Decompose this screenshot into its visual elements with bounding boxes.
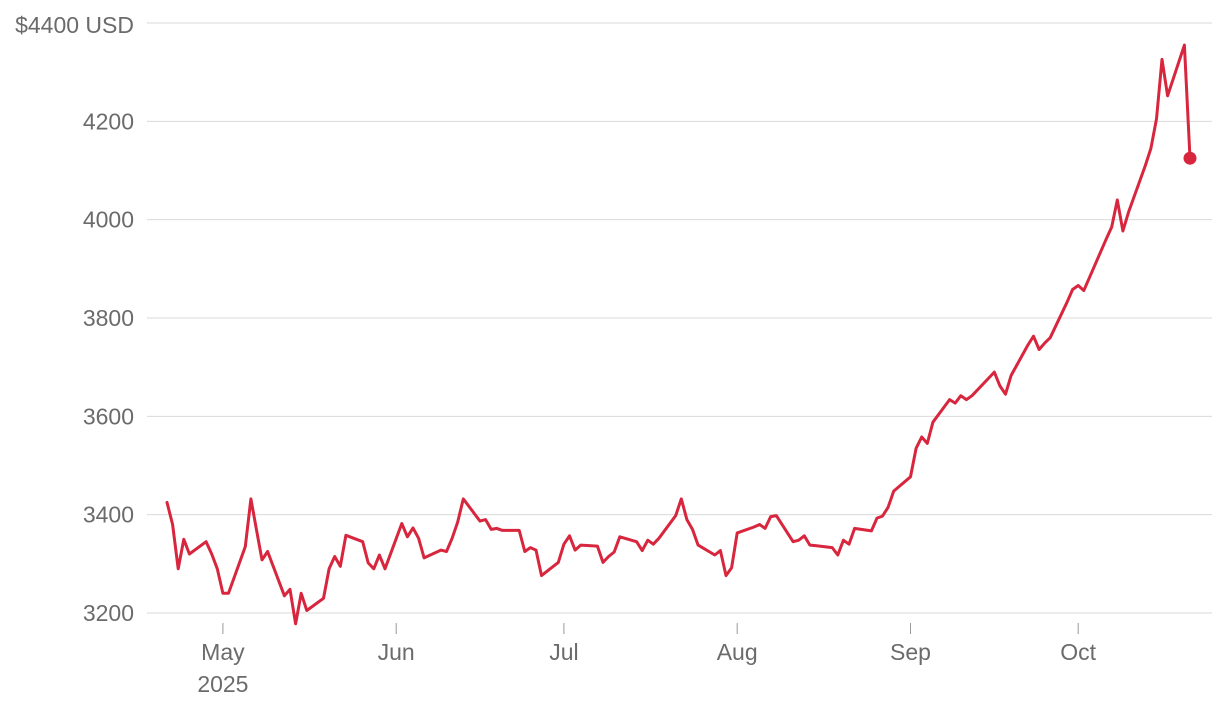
series-group xyxy=(165,43,1197,626)
unit-label: $4400 USD xyxy=(15,12,134,38)
y-tick-label: 3200 xyxy=(83,600,134,626)
y-tick-label: 4000 xyxy=(83,207,134,233)
x-tick-label: Jun xyxy=(378,639,415,665)
x-tick-sublabel: 2025 xyxy=(197,671,248,697)
price-series-line xyxy=(165,43,1192,626)
y-tick-label: 4200 xyxy=(83,108,134,134)
y-tick-label: 3400 xyxy=(83,502,134,528)
y-axis: $4400 USD 3200 3400 3600 3800 4000 4200 xyxy=(15,12,134,626)
last-point-marker xyxy=(1183,151,1197,165)
x-tick-label: Sep xyxy=(890,639,931,665)
y-tick-label: 3800 xyxy=(83,305,134,331)
x-tick-label: Oct xyxy=(1060,639,1096,665)
y-tick-label: 3600 xyxy=(83,403,134,429)
x-tick-label: Jul xyxy=(549,639,578,665)
x-axis: May 2025 Jun Jul Aug Sep Oct xyxy=(197,623,1097,697)
x-tick-label: May xyxy=(201,639,245,665)
x-tick-label: Aug xyxy=(717,639,758,665)
grid-lines xyxy=(147,22,1212,614)
